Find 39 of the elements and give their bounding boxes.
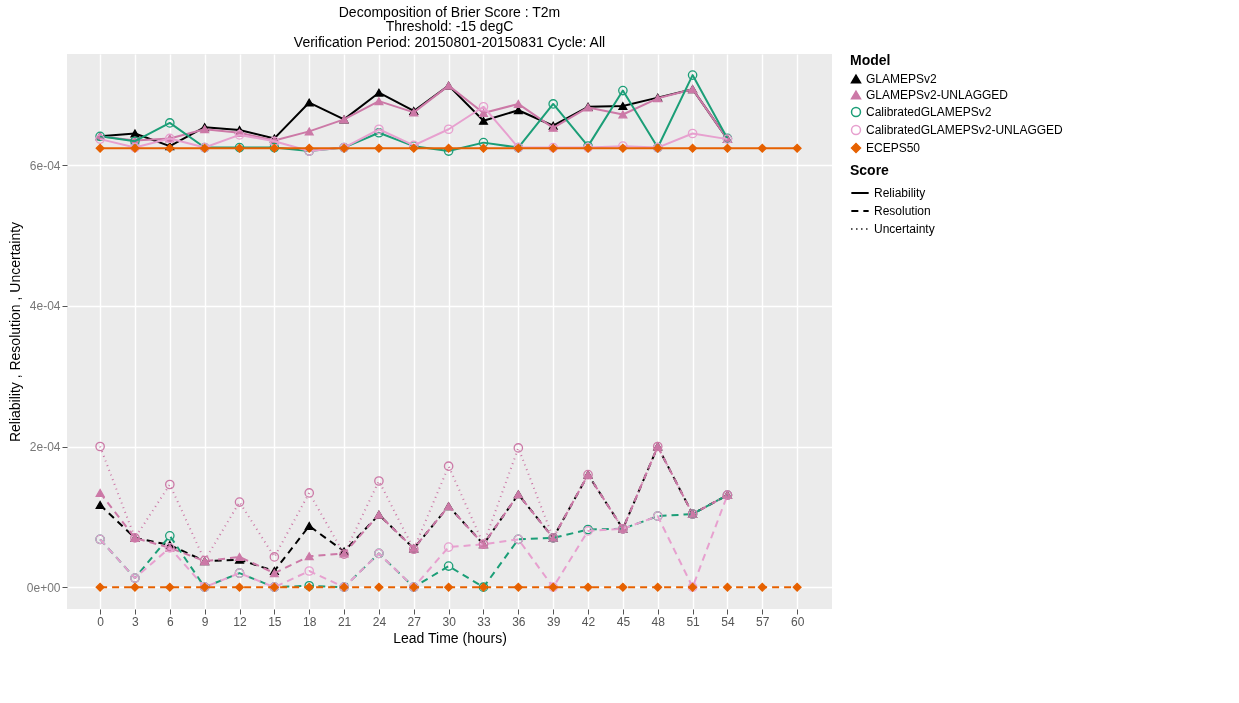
text: Resolution: [874, 204, 931, 218]
x-tick-label: 15: [268, 614, 282, 629]
x-tick-label: 57: [756, 614, 770, 629]
text: Uncertainty: [874, 222, 935, 236]
x-tick-label: 39: [547, 614, 561, 629]
x-tick-label: 51: [686, 614, 701, 629]
chart-subtitle: Threshold: -15 degC Verification Period: 20150801-20150831 Cycle: All: [293, 18, 606, 50]
x-tick-label: 21: [337, 614, 352, 629]
x-tick-label: 24: [372, 614, 387, 629]
text: Model: [850, 52, 891, 68]
x-tick-label: 30: [442, 614, 457, 629]
x-tick-label: 3: [132, 614, 140, 629]
legend-label: CalibratedGLAMEPSv2-UNLAGGED: [866, 123, 1064, 137]
chart-title: Decomposition of Brier Score : T2m: [338, 4, 561, 20]
x-tick-label: 9: [201, 614, 209, 629]
x-tick-label: 54: [721, 614, 735, 629]
x-tick-label: 42: [581, 614, 596, 629]
x-tick-label: 27: [407, 614, 422, 629]
y-tick-label: 0e+00: [26, 580, 61, 595]
x-tick-label: 6: [166, 614, 174, 629]
x-tick-label: 60: [790, 614, 805, 629]
x-tick-label: 12: [233, 614, 248, 629]
y-axis-title: Reliability , Resolution , Uncertainty: [6, 221, 23, 443]
legend-label: GLAMEPSv2: [866, 72, 938, 86]
x-tick-label: 18: [303, 614, 317, 629]
x-tick-label: 48: [651, 614, 666, 629]
x-axis-title: Lead Time (hours): [393, 629, 507, 646]
text: Reliability: [874, 186, 926, 200]
x-tick-label: 36: [512, 614, 526, 629]
y-tick-label: 6e-04: [29, 158, 61, 173]
text: Score: [850, 162, 889, 178]
legend-label: ECEPS50: [866, 141, 921, 155]
x-tick-label: 45: [616, 614, 631, 629]
y-tick-label: 4e-04: [29, 299, 61, 314]
x-tick-label: 33: [477, 614, 491, 629]
legend-label: CalibratedGLAMEPSv2: [866, 105, 992, 119]
y-tick-label: 2e-04: [29, 440, 61, 455]
legend-label: GLAMEPSv2-UNLAGGED: [866, 88, 1009, 102]
x-tick-label: 0: [97, 614, 105, 629]
